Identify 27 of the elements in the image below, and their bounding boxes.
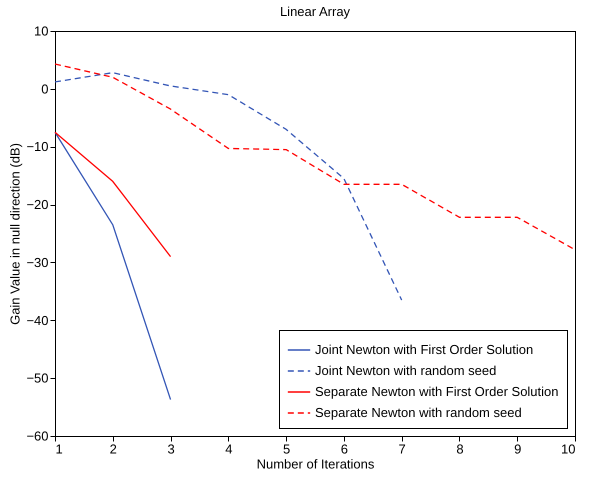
legend-label: Separate Newton with random seed bbox=[315, 405, 522, 420]
x-axis-title: Number of Iterations bbox=[256, 456, 375, 472]
y-tick-label: −50 bbox=[26, 370, 48, 386]
x-tick-label: 2 bbox=[110, 442, 117, 456]
line-series bbox=[54, 72, 402, 301]
x-tick-label: 6 bbox=[340, 442, 348, 456]
y-axis-title: Gain Value in null direction (dB) bbox=[7, 143, 22, 325]
x-tick-label: 8 bbox=[456, 442, 464, 456]
y-tick-label: −20 bbox=[26, 197, 48, 212]
chart-title: Linear Array bbox=[280, 4, 351, 19]
legend-label: Separate Newton with First Order Solution bbox=[315, 384, 558, 399]
legend-label: Joint Newton with random seed bbox=[315, 363, 496, 378]
x-tick-label: 1 bbox=[56, 442, 63, 456]
x-tick-label: 10 bbox=[561, 442, 576, 456]
y-tick-label: 0 bbox=[41, 81, 48, 96]
x-tick-label: 3 bbox=[167, 442, 175, 456]
line-series bbox=[54, 63, 576, 250]
x-tick-label: 5 bbox=[282, 442, 290, 456]
y-tick-label: −30 bbox=[26, 254, 48, 270]
legend-label: Joint Newton with First Order Solution bbox=[315, 342, 534, 357]
y-tick-label: −10 bbox=[26, 139, 48, 154]
x-tick-label: 7 bbox=[398, 442, 406, 456]
x-tick-label: 4 bbox=[225, 442, 232, 456]
y-tick-label: −40 bbox=[26, 312, 48, 328]
y-tick-label: −60 bbox=[26, 428, 48, 444]
y-tick-label: 10 bbox=[34, 24, 48, 38]
x-tick-label: 9 bbox=[514, 442, 522, 456]
